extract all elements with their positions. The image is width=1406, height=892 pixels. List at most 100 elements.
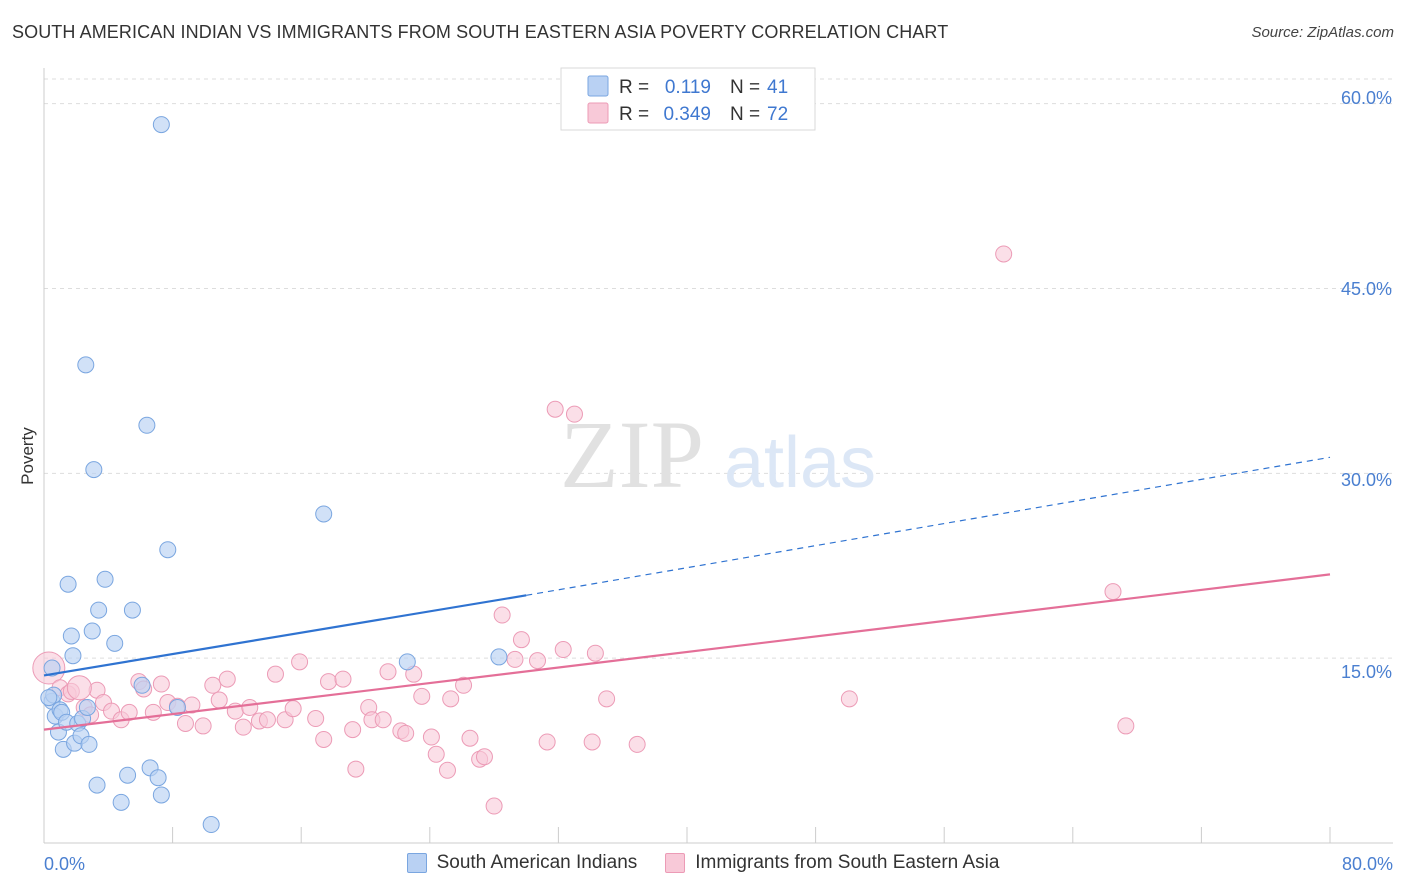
point-immigrants [241,698,259,716]
series-legend: South American Indians Immigrants from S… [0,852,1406,874]
point-immigrants [258,711,276,729]
point-south-american-indians [152,786,170,804]
y-tick-label: 60.0% [1341,88,1392,108]
point-south-american-indians [83,622,101,640]
stats-legend: R = 0.119 N = 41 R = 0.349 N = 72 [560,67,816,131]
point-immigrants [512,631,530,649]
point-south-american-indians [112,793,130,811]
point-south-american-indians [398,653,416,671]
trend-line-immigrants [43,573,1331,731]
point-south-american-indians [40,689,58,707]
point-immigrants [347,760,365,778]
trend-line-south-american-indians-projection [526,456,1331,596]
point-immigrants [493,606,511,624]
point-immigrants [461,729,479,747]
point-immigrants [628,735,646,753]
point-immigrants [266,665,284,683]
legend-label-south-american-indians: South American Indians [436,852,638,873]
point-south-american-indians [159,541,177,559]
watermark-atlas: atlas [724,423,876,503]
point-immigrants [397,724,415,742]
point-immigrants [284,700,302,718]
point-immigrants [586,644,604,662]
point-immigrants [538,733,556,751]
point-south-american-indians [64,647,82,665]
point-immigrants [344,721,362,739]
point-immigrants [413,687,431,705]
point-south-american-indians [77,356,95,374]
point-immigrants [583,733,601,751]
x-tick-label-max: 80.0% [1342,854,1393,874]
point-south-american-indians [59,575,77,593]
point-immigrants [374,711,392,729]
legend-n-value: 41 [767,77,788,98]
legend-r-label: R = [619,77,649,98]
point-south-american-indians [62,627,80,645]
point-immigrants [427,745,445,763]
point-immigrants [234,718,252,736]
point-south-american-indians [152,116,170,134]
point-south-american-indians [106,634,124,652]
point-immigrants [379,663,397,681]
legend-r-label: R = [619,104,649,125]
chart-title: SOUTH AMERICAN INDIAN VS IMMIGRANTS FROM… [12,22,949,42]
point-south-american-indians [315,505,333,523]
legend-swatch-pink [587,102,609,124]
point-immigrants [66,675,92,701]
point-immigrants [506,650,524,668]
gridlines [44,78,1393,659]
point-immigrants [455,676,473,694]
point-south-american-indians [123,601,141,619]
point-immigrants [485,797,503,815]
point-south-american-indians [133,676,151,694]
point-immigrants [546,400,564,418]
point-immigrants [210,691,228,709]
point-immigrants [320,673,338,691]
point-immigrants [475,748,493,766]
legend-r-value: 0.119 [665,77,711,98]
point-south-american-indians [96,570,114,588]
point-south-american-indians [149,769,167,787]
y-tick-label: 30.0% [1341,470,1392,490]
point-immigrants [438,761,456,779]
point-south-american-indians [80,735,98,753]
point-south-american-indians [88,776,106,794]
point-immigrants [565,405,583,423]
point-immigrants [152,675,170,693]
x-tick-label-min: 0.0% [44,854,85,874]
point-immigrants [204,676,222,694]
point-south-american-indians [43,659,61,677]
point-immigrants [307,710,325,728]
point-immigrants [529,652,547,670]
y-tick-label: 45.0% [1341,279,1392,299]
legend-n-value: 72 [767,104,788,125]
point-south-american-indians [168,698,186,716]
source-label: Source: ZipAtlas.com [1251,24,1394,41]
point-south-american-indians [85,461,103,479]
legend-n-label: N = [730,104,760,125]
series-south-american-indians-points [40,116,508,834]
point-south-american-indians [202,816,220,834]
point-immigrants [334,670,352,688]
point-immigrants [995,245,1013,263]
point-immigrants [442,690,460,708]
point-immigrants [422,728,440,746]
point-immigrants [315,730,333,748]
point-immigrants [176,714,194,732]
legend-swatch-pink [665,853,686,873]
y-tick-label: 15.0% [1341,662,1392,682]
x-axis-ticks [43,827,1331,843]
point-immigrants [598,690,616,708]
point-south-american-indians [490,648,508,666]
legend-swatch-blue [587,75,609,97]
point-south-american-indians [78,698,96,716]
point-immigrants [218,670,236,688]
watermark-zip: ZIP [560,401,704,508]
series-immigrants-points [32,245,1135,815]
point-south-american-indians [138,416,156,434]
trend-line-south-american-indians [43,594,527,677]
legend-r-value: 0.349 [663,104,711,125]
legend-n-label: N = [730,77,760,98]
